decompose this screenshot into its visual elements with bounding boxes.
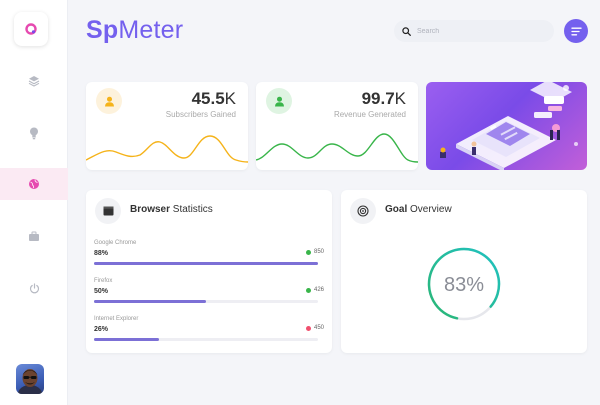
subscribers-value: 45.5K <box>192 89 236 109</box>
browser-row: Internet Explorer 26% 450 <box>94 316 324 341</box>
revenue-icon-circle <box>266 88 292 114</box>
gauge-progress-arc <box>427 247 501 320</box>
browser-percent: 26% <box>94 326 109 333</box>
page-title: SpMeter <box>86 16 183 45</box>
brand-suffix: Meter <box>118 16 184 44</box>
goal-gauge: 83% <box>427 247 501 321</box>
subscribers-label: Subscribers Gained <box>165 110 236 119</box>
browser-percent: 50% <box>94 288 109 295</box>
browser-progress-fill <box>94 300 206 303</box>
trend-up-icon <box>305 287 311 293</box>
search-bar[interactable] <box>394 20 554 42</box>
goal-icon-circle <box>350 198 376 224</box>
browser-name: Firefox <box>94 278 113 284</box>
sidebar-item-power[interactable] <box>0 272 68 304</box>
menu-icon <box>570 27 582 35</box>
layers-icon <box>28 76 40 87</box>
browser-count-value: 850 <box>313 249 324 255</box>
browser-count: 426 <box>305 287 324 293</box>
subscribers-icon-circle <box>96 88 122 114</box>
sidebar-item-layers[interactable] <box>0 65 68 97</box>
app-logo[interactable] <box>14 12 48 46</box>
browser-progress-fill <box>94 338 159 341</box>
user-avatar-icon <box>18 369 42 394</box>
browser-title-bold: Browser <box>130 204 171 215</box>
promo-illustration <box>426 82 587 170</box>
search-input[interactable] <box>417 27 537 35</box>
revenue-card: 99.7K Revenue Generated <box>256 82 418 170</box>
globe-icon <box>29 179 39 189</box>
revenue-label: Revenue Generated <box>333 110 406 119</box>
revenue-sparkline <box>256 133 418 163</box>
trend-down-icon <box>305 325 311 331</box>
goal-overview-card: Goal Overview 83% <box>341 190 587 353</box>
browser-progress-track <box>94 262 318 265</box>
sidebar <box>0 0 68 405</box>
browser-count: 850 <box>305 249 324 255</box>
goal-title-rest: Overview <box>407 204 452 215</box>
target-icon <box>357 205 369 217</box>
bulb-icon <box>30 127 38 139</box>
browser-name: Internet Explorer <box>94 316 139 322</box>
browser-window-icon <box>103 206 113 216</box>
browser-percent: 88% <box>94 250 109 257</box>
subscribers-card: 45.5K Subscribers Gained <box>86 82 248 170</box>
power-icon <box>29 282 39 293</box>
browser-row: Firefox 50% 426 <box>94 278 324 303</box>
browser-statistics-card: Browser Statistics Google Chrome 88% 850 Fi… <box>86 190 332 353</box>
goal-overview-title: Goal Overview <box>385 204 452 215</box>
avatar[interactable] <box>16 364 44 394</box>
revenue-number: 99.7 <box>361 89 395 108</box>
subscribers-unit: K <box>224 89 236 108</box>
browser-progress-track <box>94 300 318 303</box>
briefcase-icon <box>29 231 39 241</box>
sidebar-item-globe[interactable] <box>0 168 68 200</box>
subscribers-number: 45.5 <box>191 89 225 108</box>
subscribers-sparkline <box>86 135 248 163</box>
browser-title-rest: Statistics <box>170 204 213 215</box>
browser-count-value: 450 <box>313 325 324 331</box>
goal-percent: 83% <box>444 274 484 296</box>
brand-prefix: Sp <box>86 16 119 44</box>
browser-count-value: 426 <box>313 287 324 293</box>
browser-progress-fill <box>94 262 318 265</box>
browser-row: Google Chrome 88% 850 <box>94 240 324 265</box>
search-icon <box>402 26 411 36</box>
revenue-unit: K <box>394 89 406 108</box>
browser-progress-track <box>94 338 318 341</box>
browser-count: 450 <box>305 325 324 331</box>
sidebar-item-briefcase[interactable] <box>0 220 68 252</box>
menu-button[interactable] <box>564 19 588 43</box>
user-icon <box>274 96 284 106</box>
logo-icon <box>25 23 37 35</box>
user-icon <box>104 96 114 106</box>
browser-icon-circle <box>95 198 121 224</box>
browser-statistics-title: Browser Statistics <box>130 204 213 215</box>
revenue-value: 99.7K <box>362 89 406 109</box>
goal-title-bold: Goal <box>385 204 408 215</box>
isometric-phone-illustration <box>440 82 578 170</box>
browser-name: Google Chrome <box>94 240 137 246</box>
sidebar-item-ideas[interactable] <box>0 117 68 149</box>
trend-up-icon <box>305 249 311 255</box>
